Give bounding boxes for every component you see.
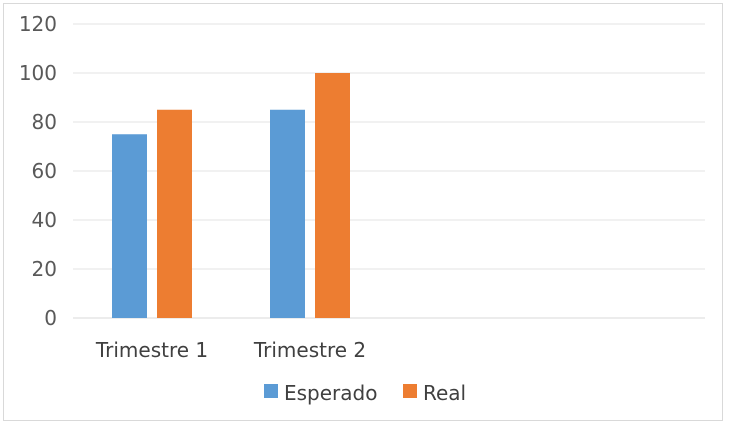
legend-label-real: Real	[423, 381, 466, 405]
y-tick-label: 40	[32, 208, 57, 232]
y-tick-label: 120	[19, 12, 57, 36]
bar-real-1	[157, 109, 192, 318]
y-tick-label: 80	[32, 110, 57, 134]
y-tick-label: 20	[32, 257, 57, 281]
bar-real-2	[315, 73, 350, 318]
y-tick-label: 0	[44, 306, 57, 330]
y-tick-label: 60	[32, 159, 57, 183]
bar-esperado-1	[112, 134, 147, 318]
legend-label-esperado: Esperado	[284, 381, 377, 405]
y-tick-label: 100	[19, 61, 57, 85]
x-category-label: Trimestre 2	[253, 338, 366, 362]
bar-esperado-2	[270, 109, 305, 318]
x-category-label: Trimestre 1	[95, 338, 208, 362]
legend-swatch-esperado	[264, 384, 278, 398]
legend-swatch-real	[403, 384, 417, 398]
